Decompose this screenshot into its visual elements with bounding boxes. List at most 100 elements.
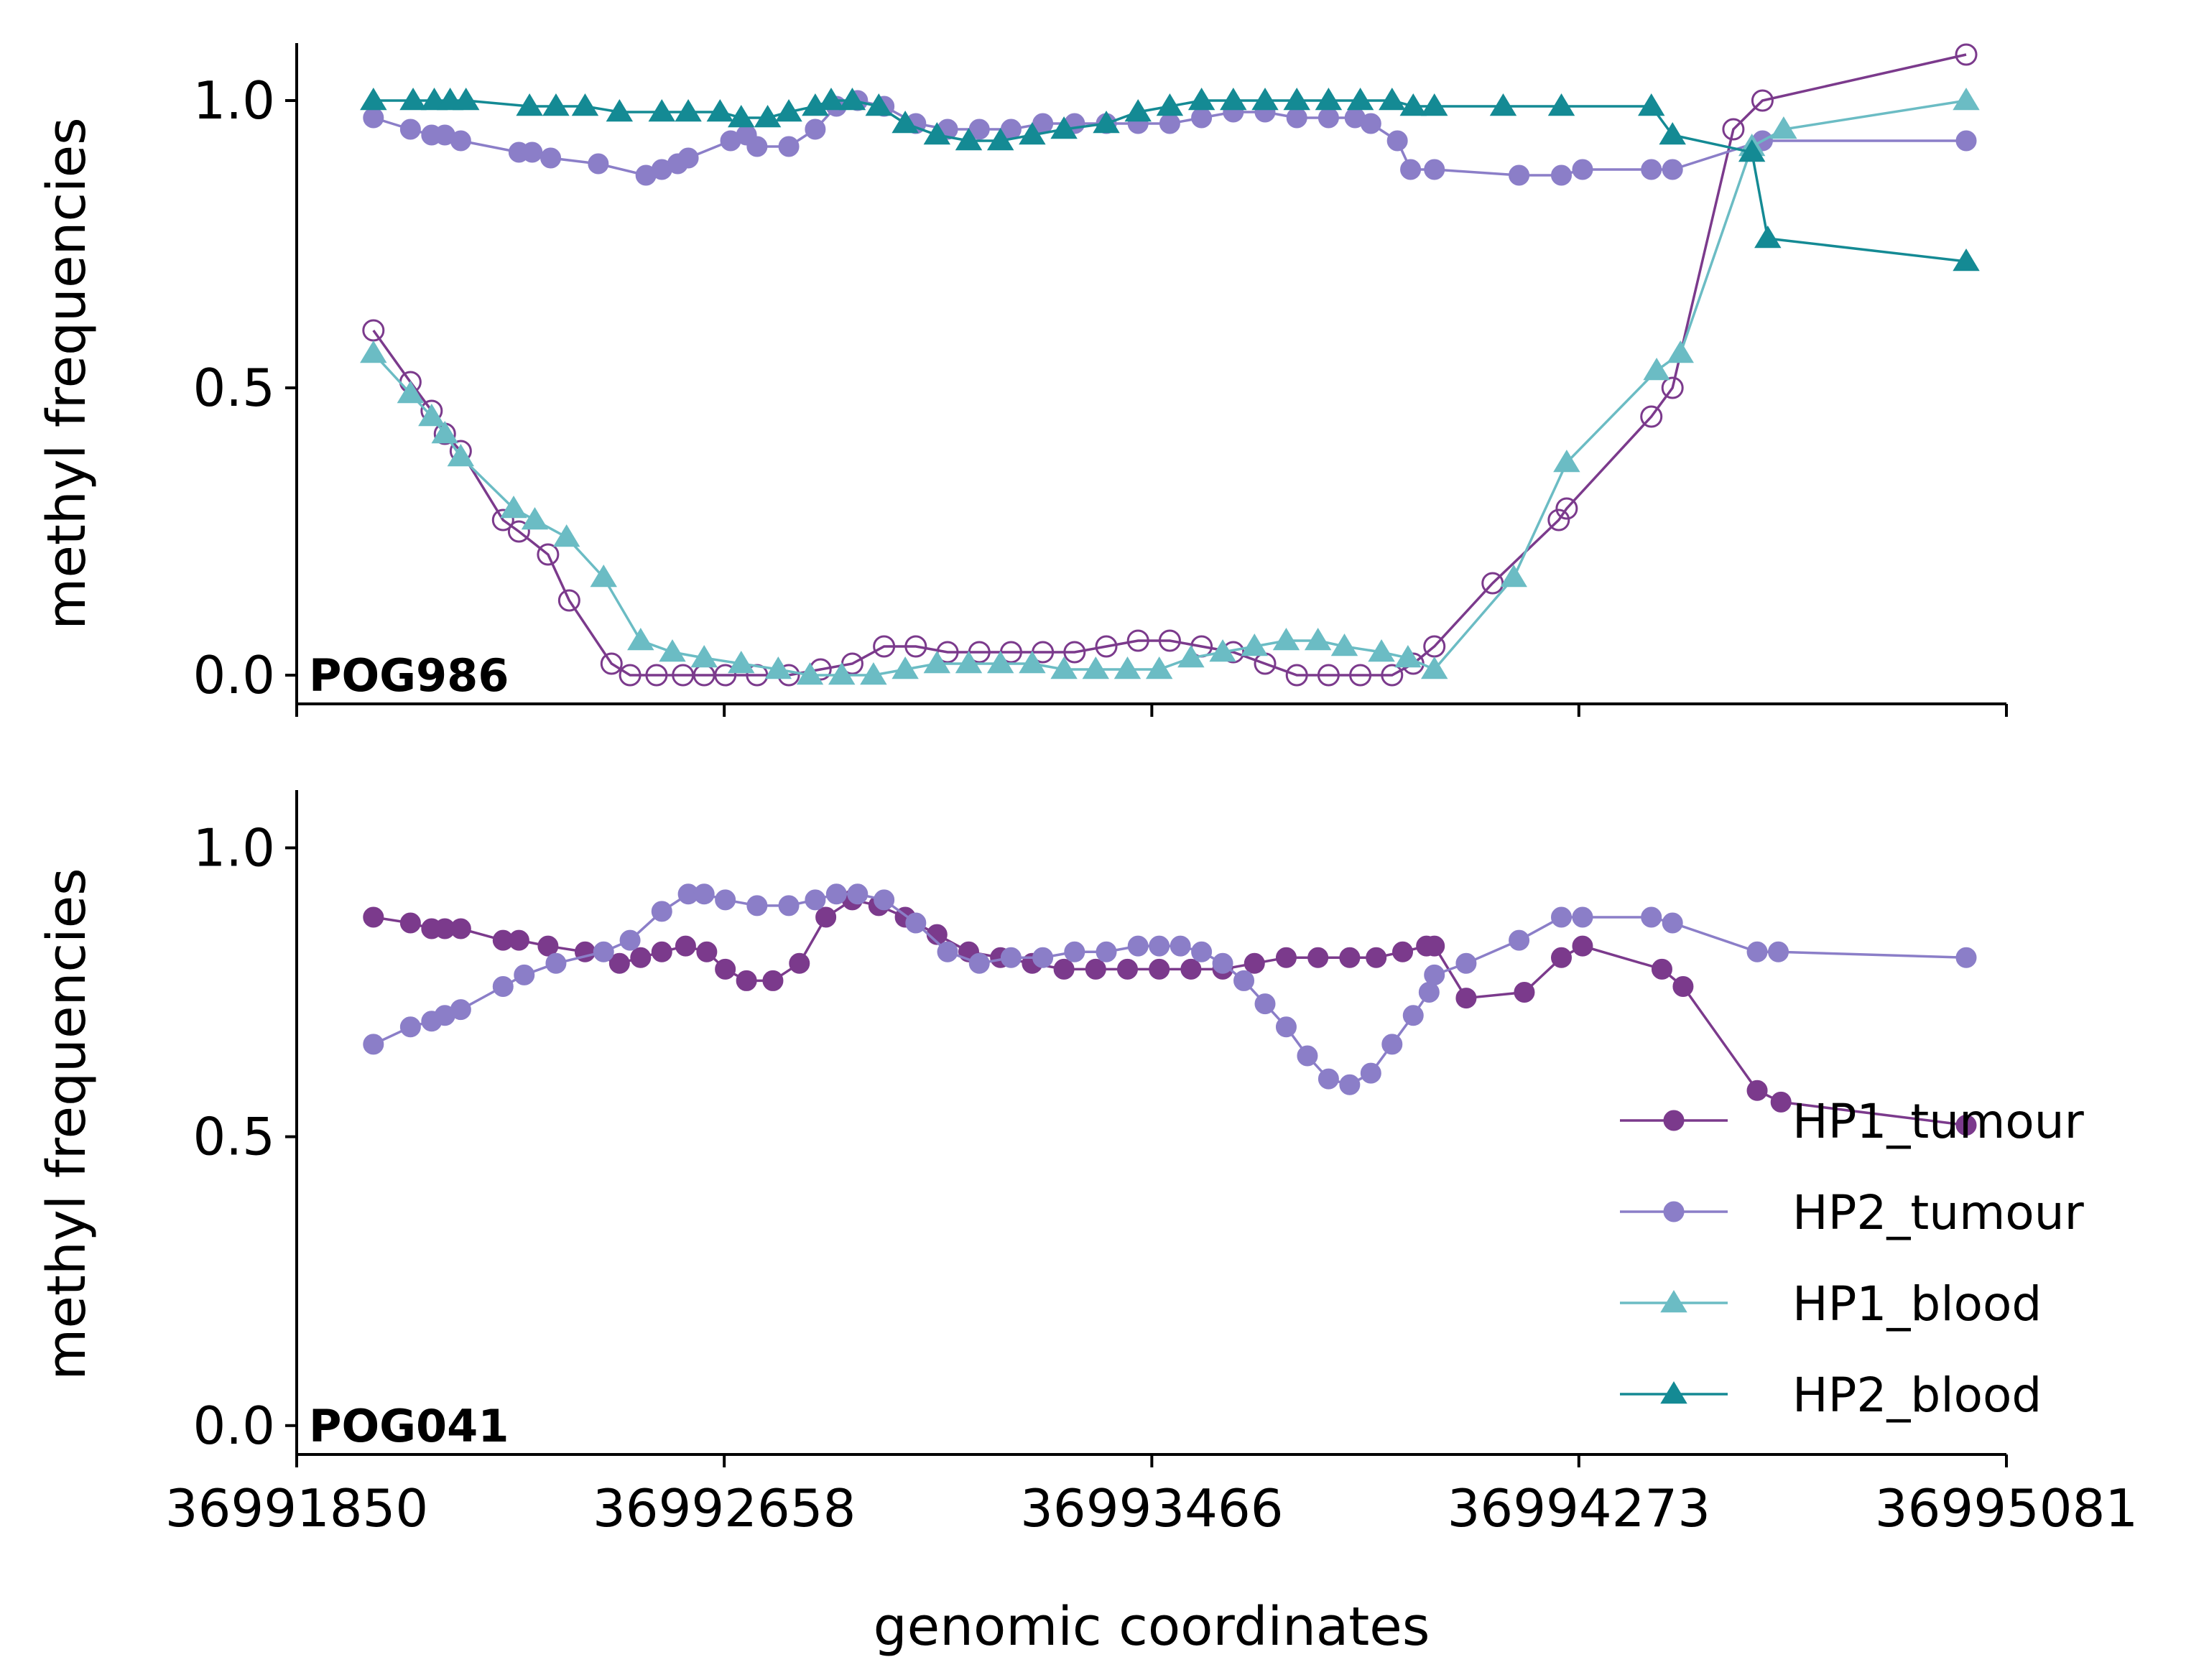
x-ticks-top xyxy=(295,704,2008,717)
data-point xyxy=(1368,639,1395,662)
data-point xyxy=(1400,159,1422,180)
data-point xyxy=(1317,1068,1339,1090)
data-point xyxy=(968,952,990,974)
data-point xyxy=(619,929,641,951)
data-point xyxy=(627,628,654,651)
data-point xyxy=(778,136,800,157)
legend-marker xyxy=(1663,1201,1685,1222)
data-point xyxy=(1212,952,1233,974)
data-point xyxy=(764,656,792,679)
data-point xyxy=(1286,107,1307,129)
data-point xyxy=(399,88,427,111)
data-point xyxy=(1145,656,1173,679)
data-point xyxy=(545,952,567,974)
data-point xyxy=(736,970,757,991)
data-point xyxy=(1177,645,1205,668)
series-group-bottom xyxy=(363,883,1977,1136)
legend-marker xyxy=(1660,1290,1687,1313)
data-point xyxy=(431,421,458,444)
data-point xyxy=(1423,635,1446,658)
data-point xyxy=(1000,947,1022,968)
legend-label: HP2_blood xyxy=(1792,1368,2042,1423)
data-point xyxy=(1651,958,1672,980)
legend-label: HP2_tumour xyxy=(1792,1185,2085,1240)
data-point xyxy=(1366,947,1387,968)
data-point xyxy=(714,664,737,687)
data-point xyxy=(986,128,1014,151)
data-point xyxy=(516,93,543,116)
data-point xyxy=(1643,358,1670,381)
series-hp1-tumour xyxy=(362,43,1978,687)
data-point xyxy=(1424,935,1445,957)
data-point xyxy=(1170,935,1191,957)
data-point xyxy=(1180,958,1202,980)
data-point xyxy=(1386,130,1408,152)
data-point xyxy=(1641,906,1662,928)
data-point xyxy=(606,99,634,122)
data-point xyxy=(1019,651,1046,674)
series-hp1-tumour xyxy=(363,889,1977,1136)
legend-label: HP1_tumour xyxy=(1792,1094,2085,1149)
data-point xyxy=(571,93,599,116)
data-point xyxy=(986,651,1014,674)
series-line-hp1-tumour xyxy=(373,898,1967,1127)
data-point xyxy=(693,883,715,905)
data-point xyxy=(1124,99,1152,122)
data-point xyxy=(1275,1016,1297,1038)
data-point xyxy=(1050,656,1078,679)
data-point xyxy=(418,404,445,427)
data-point xyxy=(1770,116,1797,139)
data-point xyxy=(1064,941,1085,962)
data-point xyxy=(1509,929,1530,951)
data-point xyxy=(728,105,755,128)
data-point xyxy=(728,651,755,674)
data-point xyxy=(651,901,672,922)
data-point xyxy=(630,947,652,968)
data-point xyxy=(1187,88,1215,111)
legend-entry-hp1-blood: HP1_blood xyxy=(1620,1276,2042,1332)
data-point xyxy=(508,929,529,951)
data-point xyxy=(447,444,475,467)
series-line-hp1-tumour xyxy=(372,53,1967,677)
y-axis-label-bottom: methyl frequencies xyxy=(36,868,98,1380)
data-point xyxy=(1209,639,1236,662)
data-point xyxy=(778,895,800,916)
data-point xyxy=(762,970,784,991)
data-point xyxy=(1251,88,1279,111)
data-point xyxy=(1272,628,1300,651)
data-point xyxy=(706,99,734,122)
data-point xyxy=(715,889,736,911)
data-point xyxy=(1770,1091,1792,1113)
data-point xyxy=(1297,1045,1318,1067)
data-point xyxy=(696,941,718,962)
data-point xyxy=(1085,958,1106,980)
series-line-hp1-blood xyxy=(372,99,1967,677)
data-point xyxy=(796,662,824,685)
data-point xyxy=(873,635,896,658)
y-tick-label: 1.0 xyxy=(193,70,275,131)
data-point xyxy=(675,99,702,122)
data-point xyxy=(1667,340,1694,363)
data-point xyxy=(659,639,686,662)
data-point xyxy=(399,1016,421,1038)
data-point xyxy=(552,524,580,547)
data-point xyxy=(450,918,471,939)
data-point xyxy=(1381,1034,1403,1055)
data-point xyxy=(1659,122,1686,145)
data-point xyxy=(1360,1062,1381,1084)
data-point xyxy=(540,147,562,169)
data-point xyxy=(1953,88,1980,111)
x-tick-label: 36993466 xyxy=(1020,1478,1283,1539)
data-point xyxy=(1402,1005,1424,1026)
data-point xyxy=(775,99,802,122)
data-point xyxy=(608,952,630,974)
data-point xyxy=(892,111,919,134)
legend-marker xyxy=(1660,1381,1687,1404)
legend-entry-hp2-blood: HP2_blood xyxy=(1620,1368,2042,1423)
data-point xyxy=(1662,912,1683,934)
data-point xyxy=(1113,656,1141,679)
data-point xyxy=(847,883,869,905)
data-point xyxy=(1672,975,1694,997)
data-point xyxy=(492,975,514,997)
data-point xyxy=(1095,635,1118,658)
